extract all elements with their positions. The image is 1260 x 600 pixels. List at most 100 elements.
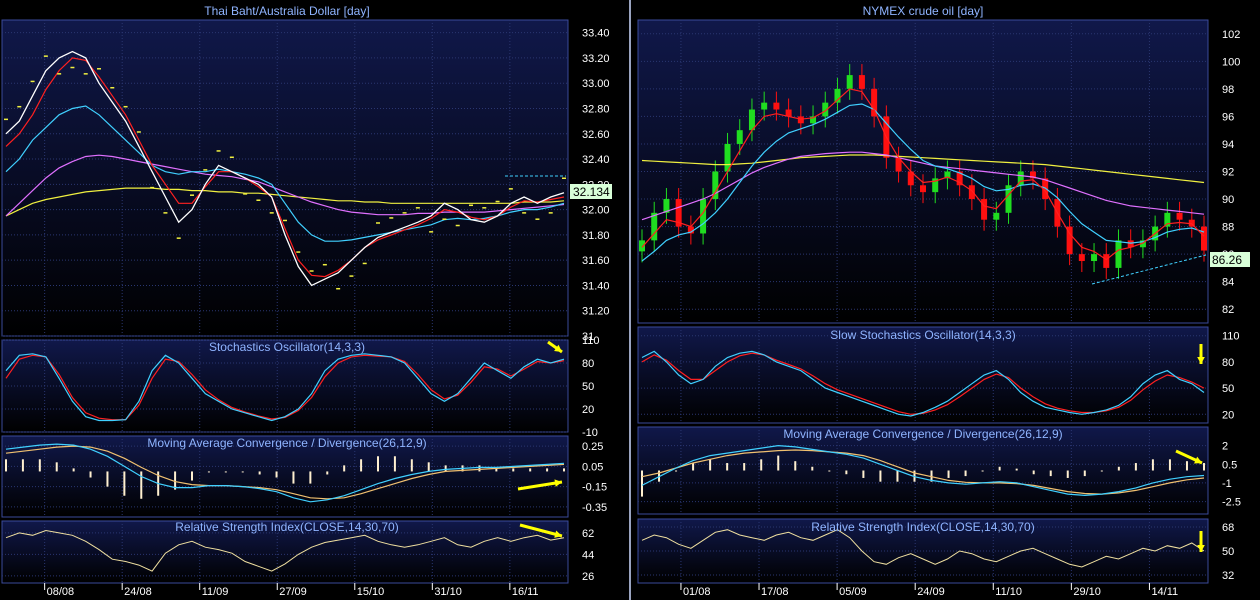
left-sar-dot: [322, 263, 327, 266]
right-candle-body: [932, 178, 939, 193]
left-macd-line: [5, 443, 565, 503]
left-price-tick-label: 32.60: [582, 129, 610, 141]
right-ma-slow-line: [641, 151, 1205, 221]
left-rsi-panel: [1, 520, 569, 584]
left-sar-dot: [362, 262, 367, 265]
left-macd-title: Moving Average Convergence / Divergence(…: [147, 436, 426, 450]
left-stoch-d-line: [5, 354, 565, 421]
right-candle-body: [797, 116, 804, 124]
left-x-label: 08/08: [47, 586, 75, 598]
left-sar-dot: [110, 86, 115, 89]
left-price-tick-label: 32.40: [582, 154, 610, 166]
left-sar-dot: [4, 118, 8, 121]
right-candle-body: [895, 157, 902, 172]
right-price-tick-label: 92: [1222, 167, 1234, 179]
left-macd-hist-bar: [410, 459, 413, 472]
right-ma-mid-line: [641, 103, 1205, 262]
left-price-tick-label: 33.20: [582, 53, 610, 65]
right-candle-body: [1139, 240, 1146, 248]
left-macd-hist-bar: [174, 471, 177, 490]
left-rsi-line: [5, 529, 565, 572]
right-x-label: 29/10: [1073, 586, 1101, 598]
left-macd-hist-bar: [275, 471, 278, 478]
right-macd-hist-bar: [1134, 463, 1137, 471]
right-macd-hist-bar: [1151, 459, 1154, 471]
left-price-tick-label: 31: [582, 331, 594, 343]
right-candle-body: [1029, 171, 1036, 179]
right-candle-body: [712, 171, 719, 200]
right-price-tick-label: 88: [1222, 222, 1234, 234]
right-stoch-tick-label: 50: [1222, 383, 1234, 395]
right-x-label: 17/08: [761, 586, 789, 598]
right-rsi-tick-label: 50: [1222, 546, 1234, 558]
left-macd-hist-bar: [106, 471, 109, 487]
right-candle-body: [639, 240, 645, 252]
left-sar-dot: [150, 186, 155, 189]
left-macd-hist-bar: [5, 459, 7, 472]
right-candle-body: [1017, 171, 1024, 186]
left-price-line: [5, 50, 565, 287]
right-macd-hist-bar: [811, 466, 814, 471]
right-macd-hist-bar: [1185, 461, 1188, 471]
left-sar-dot: [57, 73, 62, 75]
right-stoch-tick-label: 20: [1222, 409, 1234, 421]
right-macd-hist-bar: [1049, 470, 1052, 477]
right-candle-body: [761, 102, 768, 110]
right-candle-body: [822, 102, 829, 117]
left-stoch-tick-label: -10: [582, 427, 598, 439]
left-sar-dot: [402, 212, 407, 214]
left-sar-dot: [243, 193, 248, 195]
left-stoch-k-line: [5, 353, 565, 422]
right-macd-hist-bar: [794, 461, 797, 471]
left-macd-hist-bar: [326, 471, 329, 475]
left-macd-tick-label: 0.25: [582, 441, 603, 453]
left-stoch-arrow-head: [554, 344, 562, 352]
left-macd-panel: [1, 435, 569, 518]
right-candle-body: [687, 226, 694, 234]
right-macd-hist-bar: [692, 463, 695, 471]
left-macd-hist-bar: [258, 471, 261, 475]
left-x-label: 16/11: [512, 586, 539, 598]
right-macd-tick-label: -1: [1222, 478, 1232, 490]
left-x-label: 15/10: [357, 586, 385, 598]
left-price-tick-label: 33.00: [582, 78, 610, 90]
left-ma-long-line: [5, 187, 565, 217]
right-candle-body: [834, 88, 841, 103]
right-price-tick-label: 94: [1222, 139, 1234, 151]
right-ma-fast-line: [641, 88, 1205, 261]
right-macd-hist-bar: [1117, 466, 1120, 471]
right-candle-body: [1078, 254, 1085, 262]
left-macd-hist-bar: [512, 468, 515, 472]
left-stoch-tick-label: 110: [582, 335, 600, 347]
left-sar-dot: [43, 55, 48, 57]
left-x-label: 24/08: [124, 586, 152, 598]
left-macd-arrow-head: [554, 479, 562, 487]
left-ma-fast-line: [5, 57, 565, 278]
right-candle-body: [785, 109, 792, 117]
right-macd-hist-bar: [964, 470, 967, 477]
right-stoch-tick-label: 80: [1222, 357, 1234, 369]
right-macd-hist-bar: [709, 459, 712, 471]
right-candle-body: [810, 116, 817, 124]
left-price-tick-label: 32.00: [582, 205, 610, 217]
right-rsi-title: Relative Strength Index(CLOSE,14,30,70): [811, 520, 1034, 534]
left-macd-tick-label: -0.35: [582, 502, 607, 514]
left-macd-hist-bar: [292, 471, 295, 484]
left-macd-hist-bar: [224, 471, 227, 473]
right-price-tick-label: 102: [1222, 29, 1240, 41]
left-sar-dot: [376, 222, 380, 224]
right-macd-hist-bar: [726, 463, 729, 471]
left-sar-dot: [83, 73, 88, 75]
left-sar-dot: [30, 80, 35, 83]
right-candle-body: [1115, 240, 1122, 268]
left-sar-dot: [429, 231, 434, 233]
right-macd-line: [641, 444, 1205, 497]
right-macd-hist-bar: [947, 470, 950, 478]
right-macd-signal-line: [641, 449, 1205, 495]
right-x-label: 05/09: [839, 586, 867, 598]
left-sar-dot: [442, 218, 447, 220]
right-candle-body: [1005, 185, 1012, 213]
right-macd-tick-label: 0.5: [1222, 459, 1237, 471]
right-macd-hist-bar: [1032, 470, 1035, 475]
